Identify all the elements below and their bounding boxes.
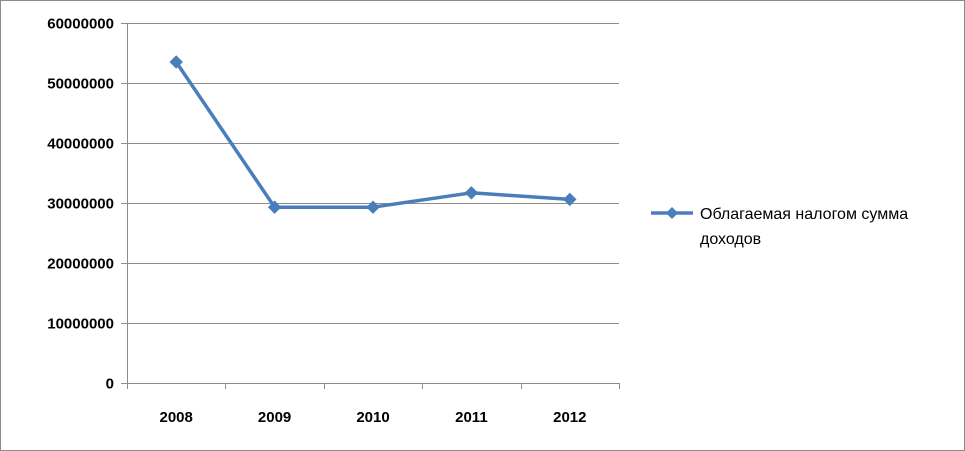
y-axis-tick-labels: 0 10000000 20000000 30000000 40000000 5000000… — [47, 16, 114, 393]
data-point-2012 — [563, 192, 577, 207]
x-tick-label-2011: 2011 — [455, 409, 488, 426]
y-tick-label-4: 40000000 — [47, 136, 114, 153]
x-tick-label-2010: 2010 — [356, 409, 389, 426]
legend: Облагаемая налогом сумма доходов — [651, 206, 913, 248]
y-tick-label-3: 30000000 — [47, 196, 114, 213]
y-tick-label-5: 50000000 — [47, 76, 114, 93]
data-point-2008 — [169, 55, 183, 69]
x-axis-tick-labels: 2008 2009 2010 2011 2012 — [160, 409, 587, 426]
legend-label-line-2: доходов — [700, 231, 761, 248]
y-tick-label-0: 0 — [106, 376, 114, 393]
y-tick-label-2: 20000000 — [47, 256, 114, 273]
data-point-2010 — [366, 200, 380, 214]
axes — [121, 23, 620, 389]
x-tick-label-2008: 2008 — [160, 409, 193, 426]
y-tick-label-6: 60000000 — [47, 16, 114, 33]
legend-label: Облагаемая налогом сумма доходов — [700, 206, 913, 248]
gridlines — [127, 23, 619, 324]
legend-diamond-marker — [666, 207, 678, 219]
data-point-2011 — [464, 186, 479, 200]
legend-label-line-1: Облагаемая налогом сумма — [700, 206, 908, 223]
series-layer — [169, 55, 577, 214]
data-point-2009 — [267, 200, 282, 214]
x-tick-label-2012: 2012 — [553, 409, 586, 426]
y-tick-label-1: 10000000 — [47, 316, 114, 333]
x-tick-label-2009: 2009 — [258, 409, 291, 426]
